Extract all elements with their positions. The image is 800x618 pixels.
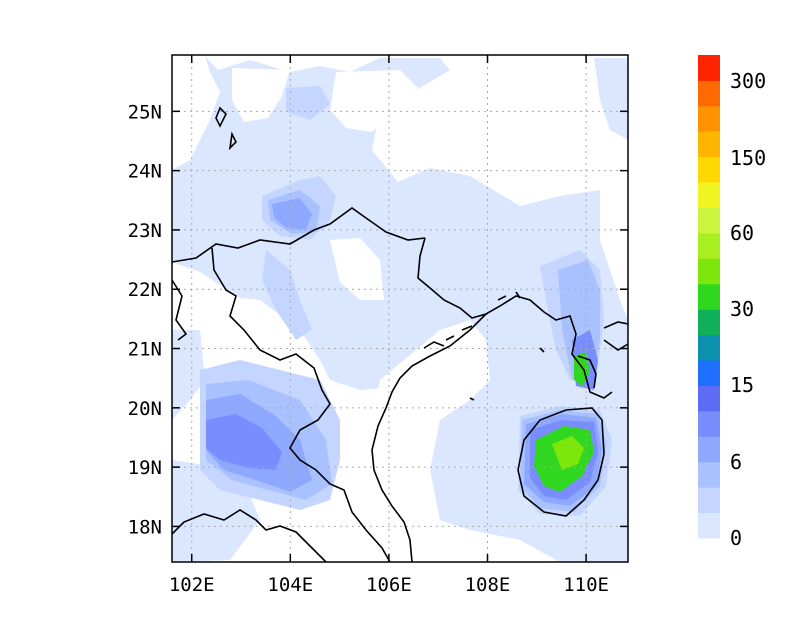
colorbar-swatch xyxy=(698,80,720,107)
colorbar-swatch xyxy=(698,309,720,336)
colorbar-swatch xyxy=(698,156,720,183)
y-tick-label: 25N xyxy=(128,101,162,123)
gulf-islands xyxy=(423,291,521,349)
colorbar-swatch xyxy=(698,385,720,412)
colorbar-swatch xyxy=(698,410,720,437)
laos-border xyxy=(172,247,391,562)
leizhou-coast xyxy=(577,321,628,389)
colorbar-label: 6 xyxy=(730,450,742,474)
y-tick-label: 24N xyxy=(128,161,162,183)
colorbar-label: 15 xyxy=(730,373,754,397)
y-tick-label: 19N xyxy=(128,457,162,479)
colorbar-swatch xyxy=(698,436,720,463)
colorbar-swatch xyxy=(698,105,720,132)
precip-field xyxy=(172,56,628,562)
colorbar-swatch xyxy=(698,182,720,209)
no-precip-gaps xyxy=(172,56,600,562)
colorbar-swatch xyxy=(698,55,720,81)
x-tick-label: 108E xyxy=(465,574,511,596)
colorbar-swatch xyxy=(698,232,720,259)
map-plot: 102E 104E 106E 108E 110E 25N 24N 23N 22N 21N 20N 1… xyxy=(128,54,629,596)
coastlines xyxy=(172,106,628,562)
x-axis-ticks: 102E 104E 106E 108E 110E xyxy=(169,55,609,596)
y-axis-ticks: 25N 24N 23N 22N 21N 20N 19N 18N xyxy=(128,101,628,538)
colorbar-swatch xyxy=(698,461,720,488)
hainan-coast xyxy=(517,407,605,517)
precip-level-yellowgreen xyxy=(552,436,584,470)
colorbar-swatch xyxy=(698,487,720,514)
colorbar-label: 300 xyxy=(730,69,766,93)
colorbar-swatch xyxy=(698,131,720,158)
colorbar-label: 0 xyxy=(730,526,742,550)
laos-south-border xyxy=(172,509,327,562)
colorbar-swatch xyxy=(698,283,720,310)
colorbar-swatch xyxy=(698,512,720,539)
x-tick-label: 104E xyxy=(267,574,313,596)
colorbar-label: 30 xyxy=(730,297,754,321)
colorbar-swatch xyxy=(698,360,720,386)
colorbar-swatch xyxy=(698,207,720,234)
x-tick-label: 106E xyxy=(366,574,412,596)
y-tick-label: 20N xyxy=(128,398,162,420)
colorbar-swatch xyxy=(698,334,720,361)
colorbar-label: 60 xyxy=(730,221,754,245)
colorbar-label: 150 xyxy=(730,146,766,170)
y-tick-label: 18N xyxy=(128,516,162,538)
x-tick-label: 102E xyxy=(169,574,215,596)
colorbar-swatch xyxy=(698,258,720,285)
vietnam-coast xyxy=(371,237,613,562)
y-tick-label: 21N xyxy=(128,339,162,361)
island-outline xyxy=(215,106,545,401)
guangxi-border xyxy=(172,207,426,263)
x-tick-label: 110E xyxy=(563,574,609,596)
grid-lines xyxy=(172,55,628,562)
y-tick-label: 23N xyxy=(128,220,162,242)
y-tick-label: 22N xyxy=(128,279,162,301)
plot-frame xyxy=(171,54,629,563)
